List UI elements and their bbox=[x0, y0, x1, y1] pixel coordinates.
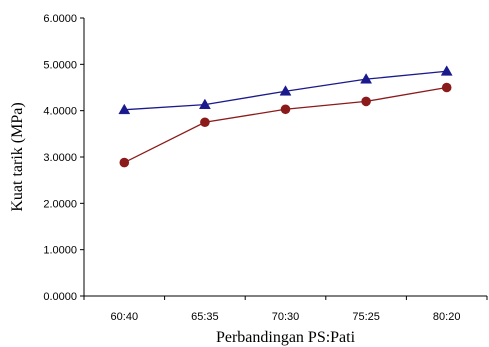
data-point-triangle bbox=[279, 85, 292, 96]
data-point-triangle bbox=[198, 98, 211, 110]
series-line bbox=[124, 86, 447, 164]
y-tick-label: 6.0000 bbox=[43, 13, 77, 25]
y-tick-label: 4.0000 bbox=[43, 106, 77, 118]
y-tick-label: 2.0000 bbox=[43, 198, 77, 210]
x-tick-label: 65:35 bbox=[191, 311, 219, 323]
series-2 bbox=[119, 82, 452, 168]
y-tick-label: 5.0000 bbox=[43, 59, 77, 71]
y-tick-label: 3.0000 bbox=[43, 152, 77, 164]
x-axis-title: Perbandingan PS:Pati bbox=[216, 329, 356, 346]
data-point-triangle bbox=[440, 65, 453, 76]
data-point-circle bbox=[200, 117, 210, 128]
x-tick-label: 80:20 bbox=[433, 311, 461, 323]
axes-layer: 0.0000 1.0000 2.0000 3.0000 4.0000 5.0000 6.00… bbox=[43, 13, 488, 323]
y-tick-label: 0.0000 bbox=[43, 291, 77, 303]
data-point-circle bbox=[441, 82, 452, 93]
y-axis-title: Kuat tarik (MPa) bbox=[9, 102, 26, 211]
data-point-triangle bbox=[118, 103, 131, 115]
data-point-circle bbox=[361, 96, 371, 107]
x-tick-label: 60:40 bbox=[111, 311, 139, 323]
data-point-circle bbox=[119, 157, 130, 168]
data-point-triangle bbox=[360, 73, 373, 84]
series-layer bbox=[118, 65, 453, 168]
data-point-circle bbox=[280, 104, 291, 115]
x-tick-label: 70:30 bbox=[272, 311, 300, 323]
series-1 bbox=[118, 65, 453, 115]
y-tick-label: 1.0000 bbox=[43, 245, 77, 257]
x-tick-label: 75:25 bbox=[352, 311, 380, 323]
